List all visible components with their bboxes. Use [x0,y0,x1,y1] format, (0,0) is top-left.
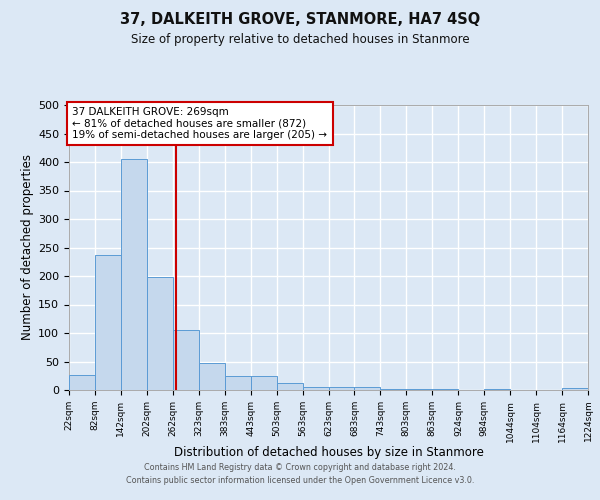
X-axis label: Distribution of detached houses by size in Stanmore: Distribution of detached houses by size … [173,446,484,459]
Bar [329,387,355,390]
Bar [277,383,302,390]
Bar [302,386,329,390]
Bar [225,376,251,390]
Text: Contains HM Land Registry data © Crown copyright and database right 2024.: Contains HM Land Registry data © Crown c… [144,464,456,472]
Text: Contains public sector information licensed under the Open Government Licence v3: Contains public sector information licen… [126,476,474,485]
Bar [355,387,380,390]
Bar [173,330,199,390]
Text: Size of property relative to detached houses in Stanmore: Size of property relative to detached ho… [131,32,469,46]
Text: 37, DALKEITH GROVE, STANMORE, HA7 4SQ: 37, DALKEITH GROVE, STANMORE, HA7 4SQ [120,12,480,28]
Bar [199,362,225,390]
Bar [95,255,121,390]
Bar [562,388,588,390]
Bar [147,277,173,390]
Bar [484,389,510,390]
Bar [251,376,277,390]
Y-axis label: Number of detached properties: Number of detached properties [21,154,34,340]
Bar [121,159,147,390]
Text: 37 DALKEITH GROVE: 269sqm
← 81% of detached houses are smaller (872)
19% of semi: 37 DALKEITH GROVE: 269sqm ← 81% of detac… [73,106,328,140]
Bar [69,374,95,390]
Bar [380,389,406,390]
Bar [432,389,458,390]
